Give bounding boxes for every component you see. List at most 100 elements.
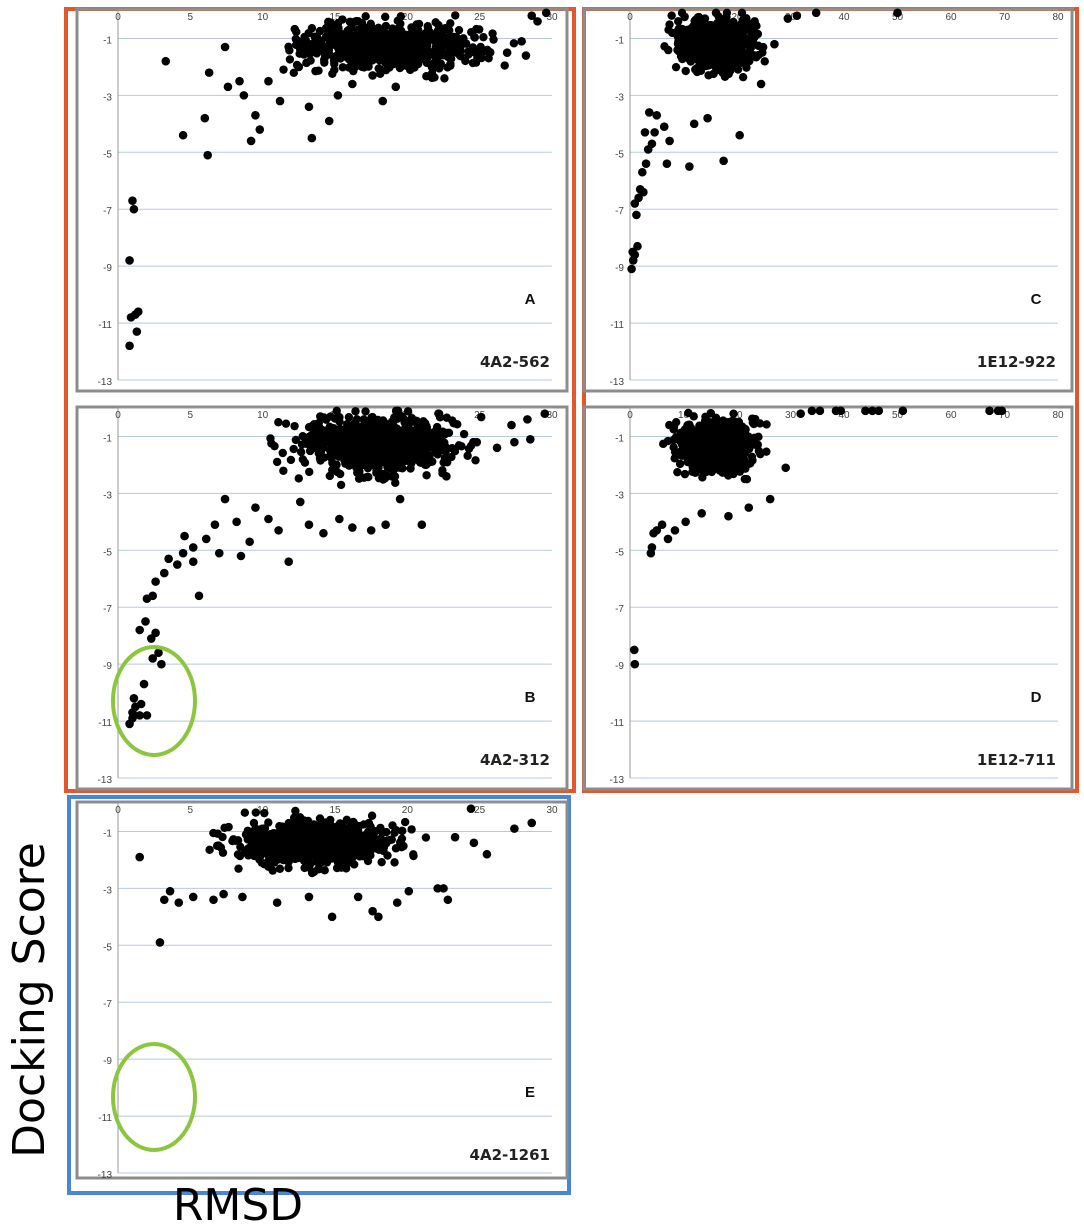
data-point bbox=[469, 45, 479, 55]
data-point bbox=[541, 8, 551, 18]
data-point bbox=[700, 452, 709, 461]
data-point bbox=[135, 852, 144, 862]
data-point bbox=[454, 25, 464, 35]
data-point bbox=[691, 468, 700, 478]
data-point bbox=[364, 818, 374, 828]
outlier-points bbox=[125, 8, 551, 351]
data-point bbox=[405, 65, 415, 75]
panel-frame-a bbox=[75, 7, 569, 393]
data-point bbox=[347, 837, 356, 847]
data-point bbox=[770, 39, 779, 49]
y-tick-label: -9 bbox=[103, 263, 112, 274]
data-point bbox=[509, 39, 519, 48]
panel-letter: A bbox=[525, 291, 536, 308]
data-point bbox=[409, 454, 419, 463]
data-point bbox=[366, 526, 376, 535]
data-point bbox=[342, 41, 351, 50]
data-point bbox=[220, 42, 230, 52]
data-point bbox=[251, 111, 260, 120]
x-tick-label: 40 bbox=[838, 410, 850, 421]
data-point bbox=[665, 136, 674, 146]
data-point bbox=[706, 408, 716, 418]
data-point bbox=[125, 341, 134, 351]
data-point bbox=[304, 520, 314, 529]
data-point bbox=[701, 434, 711, 443]
data-point bbox=[781, 463, 790, 473]
data-point bbox=[125, 256, 134, 265]
data-point bbox=[305, 446, 315, 456]
y-tick-label: -3 bbox=[615, 490, 624, 501]
point-cloud bbox=[658, 408, 771, 484]
data-point bbox=[272, 898, 282, 907]
data-point bbox=[354, 25, 363, 34]
data-point bbox=[449, 419, 458, 428]
data-point bbox=[364, 827, 374, 837]
panel-id-label: 1E12-711 bbox=[977, 751, 1056, 769]
data-point bbox=[731, 440, 740, 450]
data-point bbox=[289, 68, 298, 78]
data-point bbox=[342, 447, 351, 456]
x-tick-label: 50 bbox=[892, 12, 904, 23]
data-point bbox=[188, 543, 198, 552]
x-tick-label: 25 bbox=[474, 12, 486, 23]
y-tick-label: -11 bbox=[98, 1113, 112, 1124]
data-point bbox=[700, 417, 710, 427]
data-point bbox=[157, 659, 166, 669]
data-point bbox=[517, 37, 526, 46]
data-point bbox=[386, 428, 395, 438]
data-point bbox=[796, 409, 805, 418]
data-point bbox=[738, 72, 748, 82]
data-point bbox=[203, 150, 212, 160]
x-tick-label: 20 bbox=[402, 12, 414, 23]
panel-id-label: 4A2-562 bbox=[480, 353, 550, 371]
data-point bbox=[174, 898, 184, 907]
data-point bbox=[738, 15, 748, 25]
data-point bbox=[348, 55, 358, 64]
data-point bbox=[142, 711, 152, 720]
y-tick-label: -1 bbox=[103, 433, 112, 444]
x-tick-label: 60 bbox=[945, 410, 957, 421]
data-point bbox=[639, 187, 648, 197]
data-point bbox=[754, 41, 763, 50]
panel-letter: E bbox=[525, 1084, 535, 1101]
data-point bbox=[479, 32, 488, 42]
data-point bbox=[173, 560, 182, 569]
y-tick-label: -5 bbox=[103, 149, 112, 160]
y-tick-label: -1 bbox=[103, 35, 112, 46]
data-point bbox=[502, 48, 512, 57]
data-point bbox=[510, 437, 519, 447]
data-point bbox=[379, 426, 388, 436]
data-point bbox=[641, 159, 651, 168]
data-point bbox=[760, 57, 769, 66]
chart-panel-d: -1-3-5-7-9-11-1301020304050607080D1E12-7… bbox=[610, 406, 1064, 786]
data-point bbox=[361, 439, 371, 449]
data-point bbox=[307, 422, 317, 431]
data-point bbox=[275, 96, 285, 106]
data-point bbox=[312, 857, 321, 866]
data-point bbox=[997, 406, 1007, 416]
data-point bbox=[308, 430, 317, 439]
data-point bbox=[744, 503, 754, 512]
data-point bbox=[633, 241, 642, 251]
x-tick-label: 0 bbox=[115, 410, 121, 421]
data-point bbox=[416, 448, 426, 457]
data-point bbox=[319, 528, 328, 538]
data-point bbox=[416, 43, 426, 53]
data-point bbox=[710, 429, 720, 439]
data-point bbox=[326, 412, 335, 421]
data-point bbox=[731, 431, 740, 440]
data-point bbox=[341, 858, 350, 867]
data-point bbox=[700, 14, 710, 23]
data-point bbox=[391, 82, 401, 92]
data-point bbox=[435, 413, 445, 422]
data-point bbox=[392, 58, 401, 67]
data-point bbox=[406, 440, 415, 449]
data-point bbox=[657, 520, 667, 529]
panel-letter: C bbox=[1031, 291, 1042, 308]
data-point bbox=[689, 119, 699, 129]
data-point bbox=[338, 63, 347, 72]
x-axis-title: RMSD bbox=[173, 1180, 303, 1225]
data-point bbox=[381, 12, 390, 22]
data-point bbox=[697, 509, 706, 518]
data-point bbox=[232, 517, 241, 527]
